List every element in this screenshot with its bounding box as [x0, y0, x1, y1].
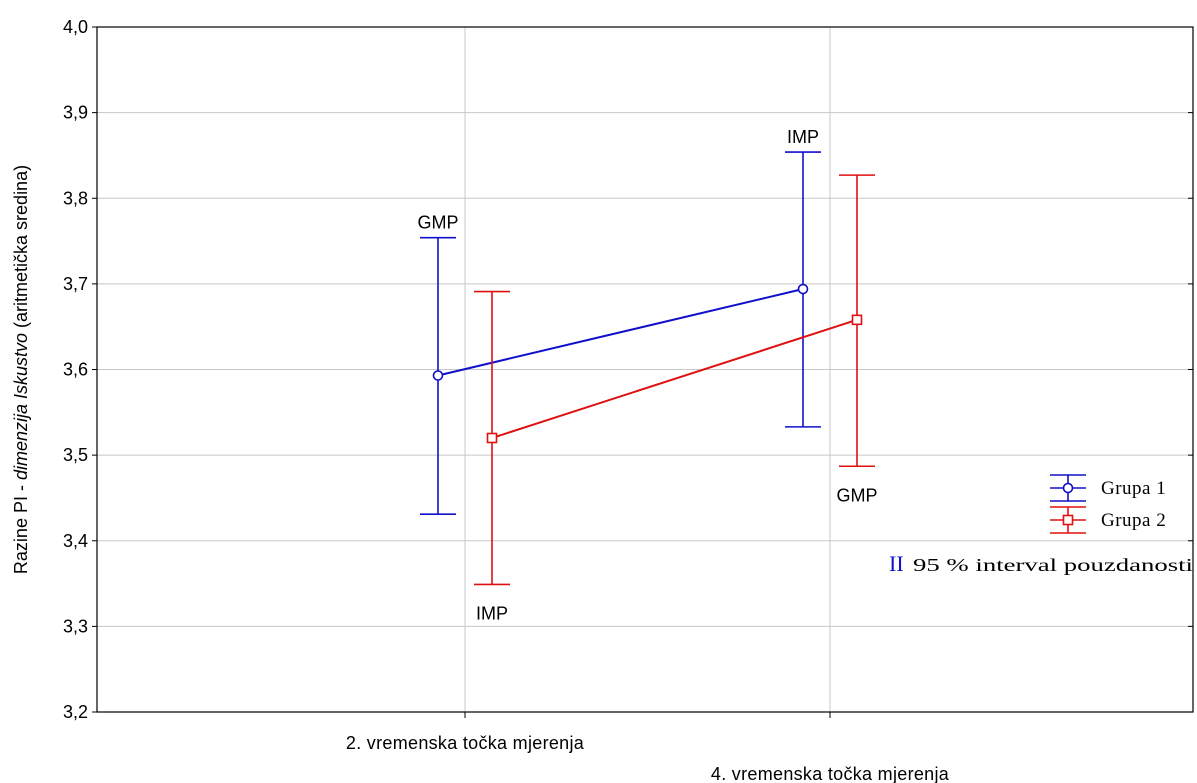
y-tick-label: 3,2	[63, 702, 88, 722]
series-line	[437, 288, 804, 377]
legend-marker	[1062, 482, 1074, 494]
series-line	[491, 318, 858, 439]
data-point	[851, 314, 863, 326]
y-tick-label: 3,6	[63, 360, 88, 380]
legend-item-2: Grupa 2	[1050, 506, 1166, 534]
y-tick-label: 3,7	[63, 274, 88, 294]
legend: Grupa 1 Grupa 2	[1050, 474, 1166, 534]
data-point	[432, 370, 444, 381]
ci-note-text: 95 % interval pouzdanosti	[913, 555, 1193, 575]
point-annotation: IMP	[787, 127, 819, 147]
y-tick-label: 4,0	[63, 17, 88, 37]
legend-item-1: Grupa 1	[1050, 474, 1166, 502]
legend-label: Grupa 2	[1101, 510, 1166, 531]
y-tick-label: 3,5	[63, 445, 88, 465]
y-axis-label-prefix: Razine PI -	[11, 480, 31, 574]
y-axis-label-suffix: (aritmetička sredina)	[11, 165, 31, 333]
x-axis: 2. vremenska točka mjerenja 4. vremenska …	[346, 712, 950, 783]
y-tick-label: 3,3	[63, 616, 88, 636]
y-axis: 3,2 3,3 3,4 3,5 3,6 3,7 3,8 3,9 4,0	[63, 17, 1193, 722]
point-annotation: GMP	[417, 213, 458, 233]
y-axis-label-italic: dimenzija Iskustvo	[11, 333, 31, 480]
data-point	[797, 283, 809, 295]
point-annotation: IMP	[476, 603, 508, 623]
ci-note: II 95 % interval pouzdanosti	[889, 551, 1193, 576]
x-tick-label: 2. vremenska točka mjerenja	[346, 733, 585, 753]
data-point	[486, 432, 498, 444]
series-1: GMP IMP	[417, 127, 821, 516]
legend-marker	[1062, 514, 1074, 526]
y-tick-label: 3,9	[63, 103, 88, 123]
y-tick-label: 3,4	[63, 531, 88, 551]
series-2: IMP GMP	[474, 174, 878, 623]
x-tick-label: 4. vremenska točka mjerenja	[711, 764, 950, 783]
y-tick-label: 3,8	[63, 188, 88, 208]
legend-label: Grupa 1	[1101, 478, 1166, 499]
point-annotation: GMP	[836, 485, 877, 505]
series: GMP IMP IMP GMP	[417, 127, 877, 623]
grid	[97, 26, 1193, 713]
y-axis-label: Razine PI - dimenzija Iskustvo (aritmeti…	[11, 165, 31, 574]
ci-glyph-icon: II	[889, 551, 904, 576]
